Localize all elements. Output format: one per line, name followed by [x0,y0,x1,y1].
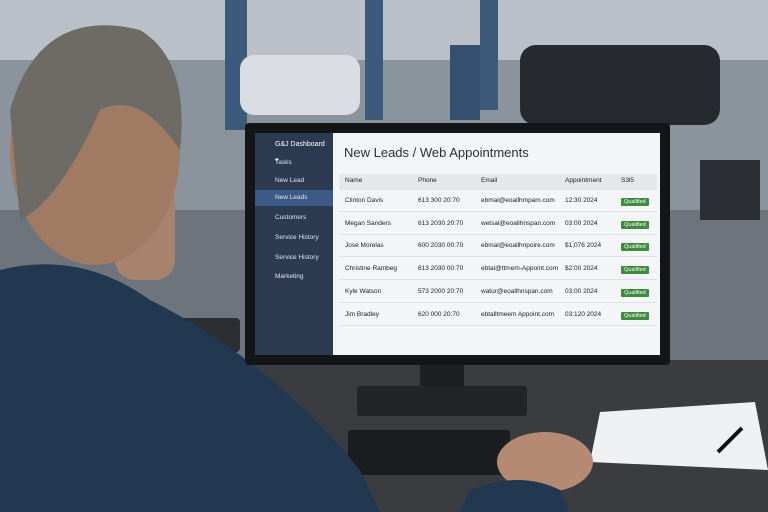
sidebar-title: G&J Dashboard ▾ [275,141,325,164]
table-cell[interactable]: Clinton Davis [345,197,384,204]
status-badge: Qualified [621,220,649,229]
column-header: Phone [418,177,437,184]
row-divider [339,279,657,281]
table-cell: $2:00 2024 [565,265,598,273]
page-title: New Leads / Web Appointments [344,145,529,160]
table-cell: 03:00 2024 [565,287,598,295]
status-badge: Qualified [621,288,649,297]
table-cell: 613 300 20:70 [418,197,460,204]
table-cell: 620 000 20:70 [418,310,460,318]
table-cell[interactable]: Jim Bradley [345,310,379,318]
table-cell: ebtal@ttmem-Appoint.com [481,265,559,273]
column-header: Name [345,177,363,184]
nav-item[interactable]: Service History [275,234,319,241]
table-cell: 613 2030 00:70 [418,265,464,273]
status-badge: Qualified [621,243,649,252]
column-header: Appointment [565,177,602,184]
table-cell[interactable]: Jose Morelas [345,242,384,250]
row-divider [339,301,657,303]
row-divider [339,256,657,258]
table-header [339,174,657,190]
table-cell: ebmal@eoallhnpoire.com [481,242,555,250]
table-cell: 613 2030 20:70 [418,219,464,227]
table-cell: watur@eoallhnspan.com [481,287,553,295]
nav-item[interactable]: New Lead [275,177,305,184]
table-cell[interactable]: Christine Rambeg [345,265,398,273]
table-cell: 03:00 2024 [565,219,598,227]
table-cell: ebmal@eoallhmpam.com [481,197,555,204]
status-badge: Qualified [621,266,649,275]
row-divider [339,233,657,235]
nav-item[interactable]: Service History [275,254,319,261]
column-header: Email [481,177,498,184]
nav-item-active[interactable]: New Leads [255,190,333,206]
table-cell: 12:30 2024 [565,197,598,204]
table-cell: wetsal@eoallhnspan.com [481,219,556,227]
table-cell: 573 2000 20:70 [418,287,464,295]
table-cell: 600 2030 00:70 [418,242,464,250]
status-badge: Qualified [621,311,649,320]
main-panel: New Leads / Web Appointments Name Phone Em… [333,133,660,355]
table-cell[interactable]: Megan Sanders [345,219,391,227]
monitor-screen: G&J Dashboard ▾ Tasks New Lead New Leads… [255,133,660,355]
table-cell: 03:120 2024 [565,310,602,318]
table-cell[interactable]: Kyle Watson [345,287,382,295]
table-cell: $1,076 2024 [565,242,602,250]
sidebar: G&J Dashboard ▾ Tasks New Lead New Leads… [255,133,333,355]
nav-item[interactable]: Marketing [275,273,304,280]
column-header: S3l5 [621,177,635,184]
row-divider [339,211,657,212]
nav-item[interactable]: Customers [275,214,307,221]
status-badge: Qualified [621,198,649,206]
table-cell: ebtalltmeem Appoint.com [481,310,554,318]
nav-item[interactable]: Tasks [275,159,292,166]
row-divider [339,324,657,326]
